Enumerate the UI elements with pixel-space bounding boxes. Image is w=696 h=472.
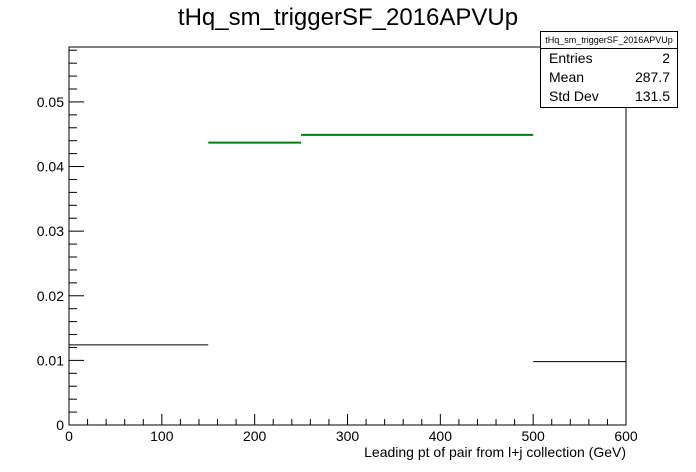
y-tick-label: 0.05: [37, 94, 64, 110]
stats-entries-value: 2: [662, 50, 670, 66]
x-tick-label: 400: [429, 428, 453, 444]
x-tick-label: 200: [243, 428, 267, 444]
stats-stddev-value: 131.5: [634, 88, 670, 104]
x-tick-label: 0: [65, 428, 73, 444]
stats-stddev-row: Std Dev 131.5: [541, 87, 677, 106]
stats-box: tHq_sm_triggerSF_2016APVUp Entries 2 Mea…: [540, 31, 678, 108]
y-tick-label: 0: [56, 417, 64, 433]
stats-entries-row: Entries 2: [541, 49, 677, 68]
x-tick-label: 100: [150, 428, 174, 444]
stats-mean-row: Mean 287.7: [541, 68, 677, 87]
x-tick-label: 600: [614, 428, 638, 444]
y-tick-label: 0.01: [37, 352, 64, 368]
x-tick-label: 500: [521, 428, 545, 444]
stats-entries-label: Entries: [549, 50, 593, 66]
x-axis-label: Leading pt of pair from l+j collection (…: [364, 444, 626, 460]
chart-title: tHq_sm_triggerSF_2016APVUp: [177, 4, 519, 31]
stats-stddev-label: Std Dev: [549, 88, 599, 104]
x-tick-label: 300: [336, 428, 360, 444]
y-tick-label: 0.02: [37, 288, 64, 304]
stats-mean-label: Mean: [549, 69, 585, 85]
stats-mean-value: 287.7: [634, 69, 670, 85]
stats-title: tHq_sm_triggerSF_2016APVUp: [541, 32, 677, 49]
y-tick-label: 0.03: [37, 223, 64, 239]
y-tick-label: 0.04: [37, 159, 64, 175]
